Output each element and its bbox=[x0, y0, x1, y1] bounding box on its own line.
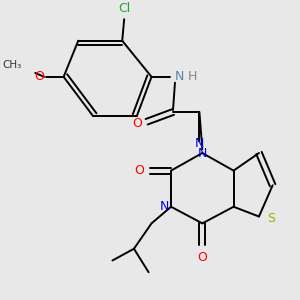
Text: CH₃: CH₃ bbox=[2, 60, 22, 70]
Text: N: N bbox=[195, 137, 204, 150]
Text: O: O bbox=[134, 164, 144, 177]
Text: O: O bbox=[197, 251, 207, 264]
Text: N: N bbox=[160, 200, 169, 213]
Text: N: N bbox=[198, 146, 207, 160]
Text: O: O bbox=[34, 70, 44, 83]
Text: O: O bbox=[132, 117, 142, 130]
Text: N: N bbox=[175, 70, 184, 83]
Text: H: H bbox=[188, 70, 197, 83]
Text: S: S bbox=[267, 212, 275, 225]
Text: Cl: Cl bbox=[118, 2, 130, 15]
